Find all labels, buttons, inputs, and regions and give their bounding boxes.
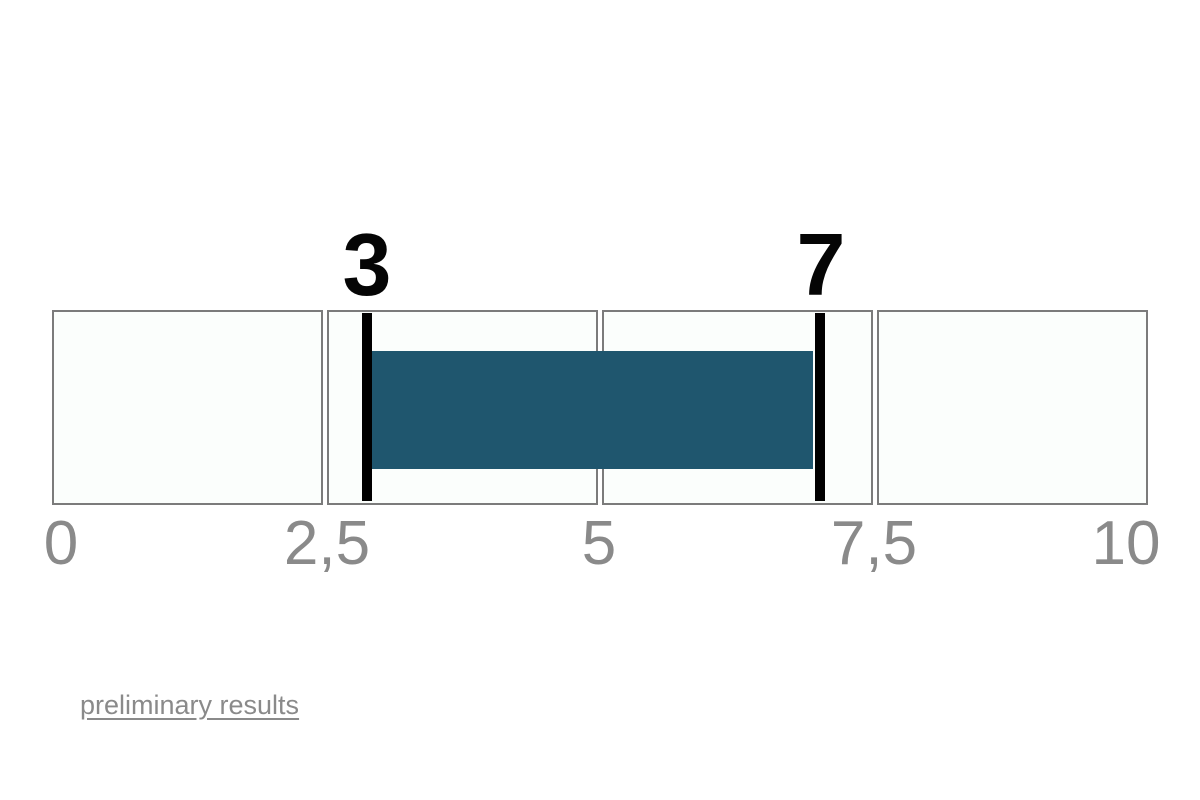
range-end-marker (815, 313, 825, 501)
preliminary-results-link[interactable]: preliminary results (80, 690, 300, 720)
range-start-value-label: 3 (342, 215, 392, 314)
scale-segment-0-2_5 (52, 310, 323, 505)
axis-tick-2_5: 2,5 (283, 509, 371, 578)
scale-segment-7_5-10 (877, 310, 1148, 505)
range-end-value-label: 7 (796, 215, 846, 314)
selected-range-bar (372, 351, 813, 469)
axis-tick-5: 5 (581, 509, 617, 578)
range-start-marker (362, 313, 372, 501)
axis-tick-10: 10 (1091, 509, 1161, 578)
axis-tick-7_5: 7,5 (830, 509, 918, 578)
axis-tick-0: 0 (43, 509, 79, 578)
